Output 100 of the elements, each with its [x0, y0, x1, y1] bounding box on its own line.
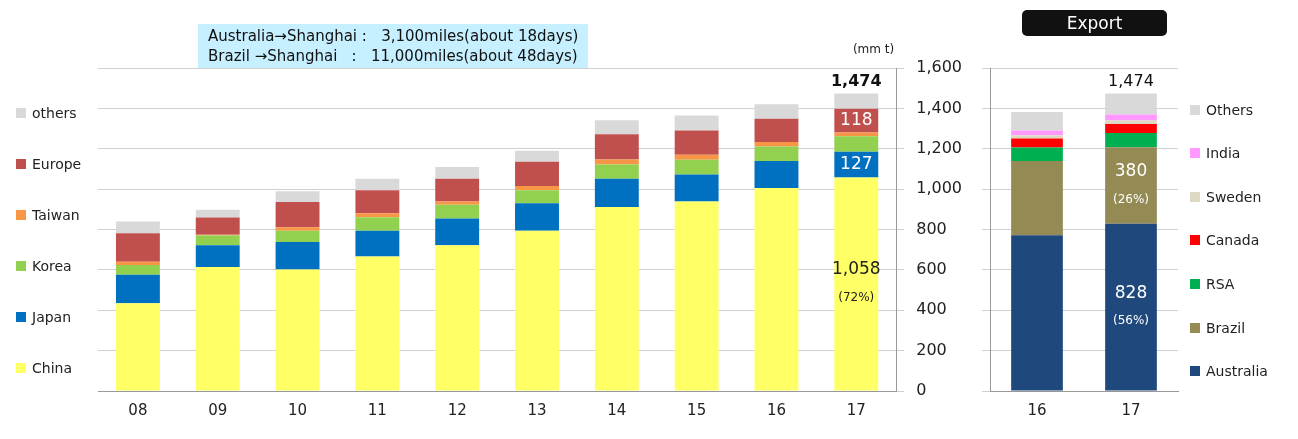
legend-label: Europe — [32, 156, 82, 173]
y-axis-title: (mm t) — [852, 42, 895, 57]
bar — [674, 154, 719, 160]
bar — [355, 190, 400, 214]
legend-label: Sweden — [1206, 188, 1262, 205]
y-tick-label: 600 — [916, 259, 947, 279]
x-tick-label: 17 — [1121, 400, 1141, 419]
bar — [275, 230, 320, 243]
bar — [1105, 133, 1157, 148]
bar — [1011, 135, 1063, 139]
legend-label: Taiwan — [32, 207, 80, 224]
bar — [834, 177, 879, 391]
legend-label: Brazil — [1206, 319, 1246, 336]
x-tick-label: 10 — [288, 400, 308, 419]
legend-label: Canada — [1206, 232, 1260, 249]
bar — [594, 164, 639, 179]
bar — [754, 146, 799, 162]
x-tick-label: 16 — [1027, 400, 1047, 419]
legend-label: Japan — [32, 308, 72, 325]
bar — [1011, 130, 1063, 136]
bar — [754, 141, 799, 147]
bar — [275, 227, 320, 231]
bar — [594, 206, 639, 391]
data-label: 1,058 (72%) — [831, 258, 881, 305]
bar — [674, 201, 719, 391]
bar — [355, 256, 400, 391]
legend-label: India — [1206, 145, 1241, 162]
bar — [594, 178, 639, 207]
bar — [754, 187, 799, 391]
y-tick-label: 0 — [916, 380, 927, 400]
bar — [674, 130, 719, 155]
bar — [515, 161, 559, 186]
bar — [115, 303, 160, 391]
bar — [435, 218, 480, 246]
legend-label: Korea — [32, 257, 72, 274]
legend-label: China — [32, 359, 72, 376]
bar — [515, 190, 559, 204]
bar — [674, 174, 719, 202]
legend-label: RSA — [1206, 276, 1235, 293]
bar — [1011, 235, 1063, 391]
bar — [435, 204, 480, 219]
y-tick-label: 1,000 — [916, 178, 963, 198]
bar — [115, 265, 160, 275]
total-label: 1,474 — [830, 70, 882, 90]
chart-title: Export — [1022, 10, 1167, 36]
bar — [355, 230, 400, 257]
bar — [355, 217, 400, 231]
bar — [1011, 112, 1063, 131]
bar — [1105, 223, 1157, 391]
bar — [115, 233, 160, 262]
bar — [435, 245, 480, 391]
data-label: 828 (56%) — [1112, 281, 1150, 328]
x-tick-label: 11 — [367, 400, 387, 419]
bar — [435, 201, 480, 205]
x-tick-label: 16 — [766, 400, 787, 419]
total-label: 1,474 — [1108, 70, 1154, 90]
bar — [435, 178, 480, 202]
x-tick-label: 12 — [447, 400, 467, 419]
bar — [594, 134, 639, 160]
legend-label: Australia — [1206, 363, 1268, 380]
bar — [515, 230, 559, 391]
bar — [275, 202, 320, 228]
data-label: 127 — [840, 153, 873, 174]
bar — [515, 150, 559, 162]
bar — [754, 161, 799, 188]
bar — [195, 217, 240, 235]
bar — [1011, 147, 1063, 162]
bar — [1011, 161, 1063, 236]
data-label: 380 (26%) — [1112, 159, 1150, 206]
bar — [594, 159, 639, 165]
bar — [195, 245, 240, 268]
bar — [275, 269, 320, 391]
bar — [515, 185, 559, 191]
y-tick-label: 200 — [916, 339, 947, 359]
bar — [674, 159, 719, 175]
x-tick-label: 08 — [128, 400, 148, 419]
bar — [1105, 120, 1157, 124]
bar — [195, 235, 240, 246]
y-tick-label: 1,200 — [916, 137, 963, 157]
bar — [115, 261, 160, 266]
bar — [115, 274, 160, 304]
x-tick-label: 15 — [687, 400, 707, 419]
bar — [754, 118, 799, 142]
x-tick-label: 13 — [527, 400, 547, 419]
bar — [1105, 114, 1157, 121]
bar — [195, 267, 240, 391]
bar — [515, 203, 559, 231]
bar — [1011, 138, 1063, 148]
y-tick-label: 1,400 — [916, 97, 963, 117]
legend-label: others — [32, 105, 77, 122]
bar — [195, 209, 240, 218]
y-tick-label: 1,600 — [916, 57, 963, 77]
bar — [1105, 123, 1157, 133]
text: Australia→Shanghai : 3,100miles(about 18days) — [208, 26, 579, 46]
bar — [834, 136, 879, 152]
legend-label: Others — [1206, 101, 1254, 118]
y-tick-label: 800 — [916, 218, 947, 238]
x-tick-label: 17 — [846, 400, 866, 419]
bar — [1105, 147, 1157, 224]
y-tick-label: 400 — [916, 299, 947, 319]
